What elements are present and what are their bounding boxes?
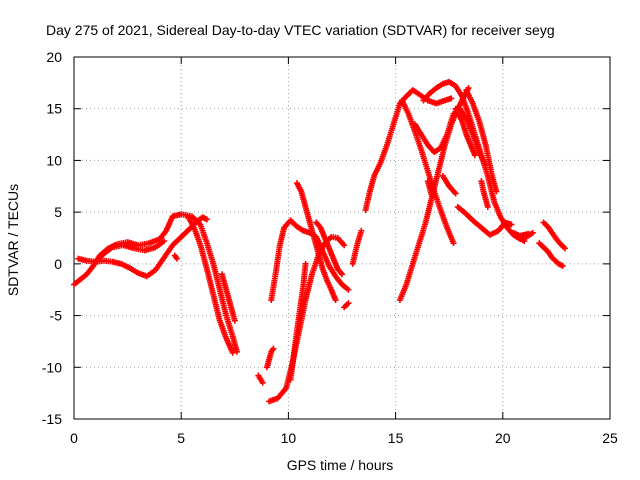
series-arc-5 — [218, 271, 238, 324]
data-point — [471, 152, 478, 159]
series-arc-24 — [454, 203, 515, 238]
data-point — [525, 230, 532, 237]
series-arc-8 — [255, 372, 266, 386]
series-arc-14 — [341, 300, 352, 311]
series-arc-22 — [439, 172, 459, 197]
x-axis-label: GPS time / hours — [287, 457, 394, 473]
series-arc-1 — [71, 211, 240, 355]
data-point — [529, 229, 536, 236]
data-point — [231, 317, 238, 324]
data-point — [484, 203, 491, 210]
series-arc-6 — [171, 252, 180, 262]
data-point — [332, 297, 339, 304]
y-tick-label: 5 — [54, 204, 62, 220]
data-point — [259, 379, 266, 386]
series-arc-13 — [313, 219, 345, 278]
data-point — [521, 238, 528, 245]
plot-frame — [73, 56, 611, 420]
series-arc-29 — [540, 219, 568, 252]
y-tick-label: -5 — [50, 308, 63, 324]
data-point — [358, 227, 365, 234]
y-tick-label: 20 — [46, 49, 62, 65]
data-point — [341, 242, 348, 249]
x-tick-label: 20 — [495, 430, 511, 446]
x-tick-label: 10 — [281, 430, 297, 446]
data-point — [452, 190, 459, 197]
data-point — [233, 348, 240, 355]
series-arc-15 — [349, 227, 365, 267]
x-tick-label: 25 — [602, 430, 618, 446]
data-point — [508, 221, 515, 228]
data-point — [173, 255, 180, 262]
data-point — [345, 286, 352, 293]
grid — [74, 57, 610, 419]
data-point — [345, 300, 352, 307]
data-point — [203, 216, 210, 223]
data-point — [161, 238, 168, 245]
y-tick-label: 15 — [46, 101, 62, 117]
y-tick-label: -15 — [42, 411, 62, 427]
series-arc-30 — [536, 240, 566, 269]
y-tick-label: -10 — [42, 359, 62, 375]
data-points — [71, 78, 568, 405]
series-arc-26 — [478, 178, 491, 210]
data-point — [302, 260, 309, 267]
series-arc-25 — [463, 87, 500, 195]
data-point — [448, 95, 455, 102]
series-arc-3 — [92, 238, 168, 265]
series-arc-10 — [268, 217, 352, 304]
x-tick-label: 5 — [177, 430, 185, 446]
data-point — [429, 193, 436, 200]
data-point — [450, 240, 457, 247]
axis-ticks: 0 5 10 15 20 25 -15 -10 -5 0 5 10 15 20 — [42, 49, 618, 446]
x-tick-label: 0 — [70, 430, 78, 446]
series-arc-28 — [516, 235, 528, 245]
data-point — [493, 188, 500, 195]
y-tick-label: 10 — [46, 152, 62, 168]
series-arc-20 — [424, 178, 436, 200]
series-arc-12 — [293, 180, 339, 304]
y-axis-label: SDTVAR / TECUs — [5, 184, 21, 296]
series-arc-11 — [287, 260, 309, 383]
series-arc-23 — [452, 105, 478, 159]
series-arc-18 — [399, 97, 457, 247]
y-tick-label: 0 — [54, 256, 62, 272]
data-point — [229, 349, 236, 356]
data-point — [339, 271, 345, 278]
series-arc-4 — [184, 213, 236, 356]
series-arc-7 — [263, 345, 277, 371]
data-point — [270, 345, 277, 352]
chart-title: Day 275 of 2021, Sidereal Day-to-day VTE… — [46, 22, 555, 38]
x-tick-label: 15 — [388, 430, 404, 446]
data-point — [559, 262, 566, 269]
data-point — [561, 245, 568, 252]
